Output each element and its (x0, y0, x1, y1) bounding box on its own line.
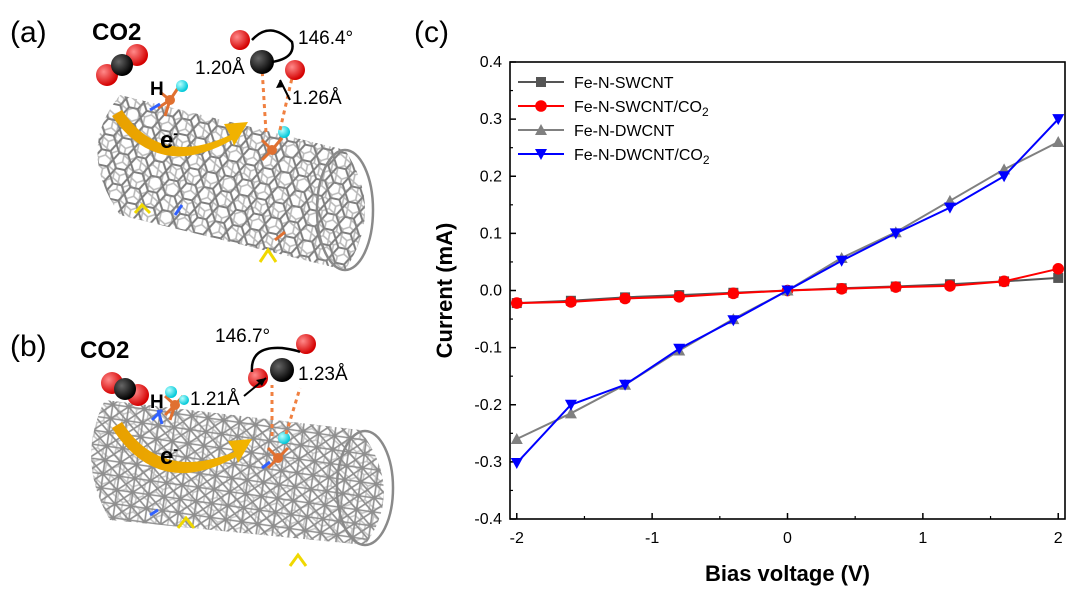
data-point (1052, 135, 1065, 147)
legend-entry: Fe-N-DWCNT/CO2 (518, 147, 710, 167)
data-point (510, 458, 523, 470)
y-tick-label: 0.4 (480, 54, 502, 71)
adsorbed-co2-a (230, 29, 305, 162)
adsorbed-co2-b (243, 334, 316, 470)
nanotube-a (97, 95, 375, 272)
legend-label: Fe-N-SWCNT (574, 75, 674, 92)
legend-label: Fe-N-SWCNT/CO2 (574, 99, 709, 119)
y-tick-label: 0.1 (480, 225, 502, 242)
data-point (998, 275, 1010, 288)
legend-entry: Fe-N-SWCNT (518, 75, 674, 92)
x-tick-label: 2 (1054, 530, 1063, 547)
co2-molecule-b (101, 372, 149, 406)
data-point (619, 379, 632, 391)
series-4 (510, 114, 1065, 470)
data-point (673, 343, 686, 355)
data-point (619, 292, 631, 305)
bond-left-label-a: 1.20Å (195, 58, 245, 79)
fe-site-a (149, 80, 188, 117)
data-point (565, 296, 577, 308)
co2-molecule-a (96, 44, 148, 86)
y-tick-label: -0.3 (474, 454, 502, 471)
data-point (727, 287, 740, 300)
panel-c: (c) -0.4 -0.3 -0.2 -0.1 0.0 0.1 0.2 0.3 0.4 -2 -1 0… (414, 16, 1066, 586)
data-point (564, 407, 577, 419)
bond-right-label-a: 1.26Å (292, 88, 342, 109)
legend-label: Fe-N-DWCNT/CO2 (574, 147, 710, 167)
co2-label-a: CO2 (92, 19, 141, 46)
y-axis-title: Current (mA) (432, 223, 457, 359)
fe-site-b (150, 386, 189, 425)
y-tick-label: -0.2 (474, 397, 502, 414)
data-point (835, 255, 848, 267)
y-tick-label: -0.4 (474, 511, 502, 528)
data-point (1052, 262, 1065, 275)
iv-chart: -0.4 -0.3 -0.2 -0.1 0.0 0.1 0.2 0.3 0.4 -2 -1 0 1 2 C… (432, 54, 1066, 586)
panel-b: (b) CO2 H e- (10, 326, 395, 567)
data-point (535, 124, 547, 135)
y-tick-label: 0.2 (480, 168, 502, 185)
data-point (673, 290, 686, 303)
y-tick-label: 0.3 (480, 111, 502, 128)
electron-label-b: e- (160, 441, 178, 470)
x-tick-label: -1 (645, 530, 659, 547)
data-point (510, 297, 523, 309)
data-point (1053, 272, 1064, 283)
co2-label-b: CO2 (80, 337, 129, 364)
h-label-b: H (150, 392, 164, 413)
legend-entry: Fe-N-SWCNT/CO2 (518, 99, 709, 119)
h-label-a: H (150, 79, 164, 100)
electron-label-a: e- (160, 125, 178, 154)
data-point (944, 280, 956, 292)
legend: Fe-N-SWCNT Fe-N-SWCNT/CO2 Fe-N-DWCNT Fe-N-D… (518, 75, 710, 167)
x-tick-label: -2 (510, 530, 524, 547)
data-point (536, 77, 546, 87)
x-tick-label: 1 (918, 530, 927, 547)
data-point (535, 100, 547, 112)
data-point (835, 282, 848, 295)
legend-label: Fe-N-DWCNT (574, 123, 675, 140)
x-axis-title: Bias voltage (V) (705, 561, 870, 586)
legend-entry: Fe-N-DWCNT (518, 123, 675, 140)
angle-label-b: 146.7° (215, 326, 270, 347)
panel-b-label: (b) (10, 330, 47, 363)
x-tick-label: 0 (783, 530, 792, 547)
data-point (510, 433, 523, 445)
data-point (889, 281, 902, 293)
data-point (727, 315, 740, 327)
bond-left-label-b: 1.21Å (190, 389, 240, 410)
nanotube-b (91, 400, 395, 567)
data-point (781, 285, 794, 297)
bond-right-label-b: 1.23Å (298, 364, 348, 385)
angle-label-a: 146.4° (298, 28, 353, 49)
series-layer (510, 114, 1065, 470)
electron-arrow-a (112, 110, 248, 157)
data-point (998, 171, 1011, 183)
data-point (564, 399, 577, 411)
axis-ticks: -0.4 -0.3 -0.2 -0.1 0.0 0.1 0.2 0.3 0.4 -2 -1 0 1 2 (474, 54, 1062, 547)
panel-a-label: (a) (10, 16, 47, 49)
electron-arrow-b (112, 422, 252, 474)
y-tick-label: -0.1 (474, 340, 502, 357)
data-point (1052, 114, 1065, 126)
panel-a: (a) CO2 H e- (10, 16, 375, 272)
data-point (889, 228, 902, 240)
data-point (943, 202, 956, 214)
panel-c-label: (c) (414, 16, 449, 49)
data-point (535, 149, 547, 160)
y-tick-label: 0.0 (480, 283, 502, 300)
